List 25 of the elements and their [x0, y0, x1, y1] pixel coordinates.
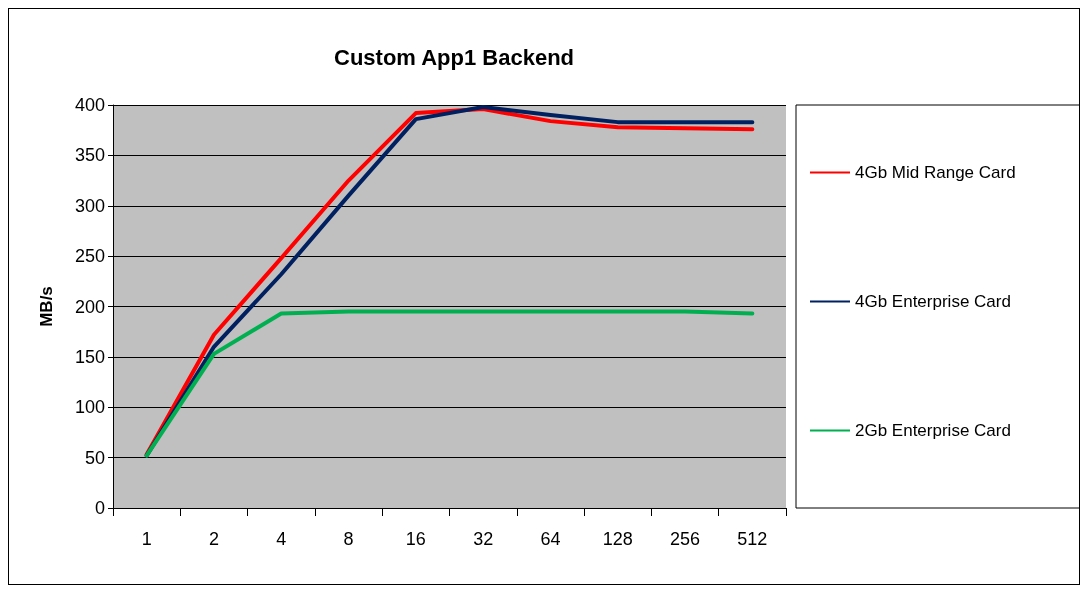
legend-label: 4Gb Mid Range Card — [855, 163, 1016, 182]
chart-title: Custom App1 Backend — [333, 44, 575, 70]
y-tick-label: 300 — [74, 195, 105, 216]
x-tick-label: 16 — [405, 529, 426, 549]
x-tick-label: 1 — [141, 529, 152, 549]
y-tick-label: 250 — [74, 246, 105, 267]
x-tick-label: 128 — [602, 529, 633, 549]
x-tick-label: 2 — [208, 529, 219, 549]
x-tick-label: 64 — [540, 529, 561, 549]
legend-label: 2Gb Enterprise Card — [855, 421, 1011, 440]
x-tick-label: 32 — [473, 529, 494, 549]
y-tick-label: 150 — [74, 346, 105, 367]
legend-label: 4Gb Enterprise Card — [855, 292, 1011, 311]
line-series — [144, 309, 755, 458]
y-tick-label: 400 — [74, 95, 105, 115]
x-tick-label: 512 — [737, 529, 768, 549]
y-tick-label: 100 — [74, 397, 105, 418]
y-tick-label: 0 — [94, 498, 105, 518]
y-tick-label: 350 — [74, 145, 105, 166]
x-tick-label: 4 — [276, 529, 287, 549]
y-tick-label: 50 — [84, 447, 105, 468]
y-axis-title: MB/s — [37, 286, 56, 327]
x-tick-label: 256 — [670, 529, 701, 549]
y-tick-label: 200 — [74, 296, 105, 317]
x-tick-label: 8 — [343, 529, 354, 549]
